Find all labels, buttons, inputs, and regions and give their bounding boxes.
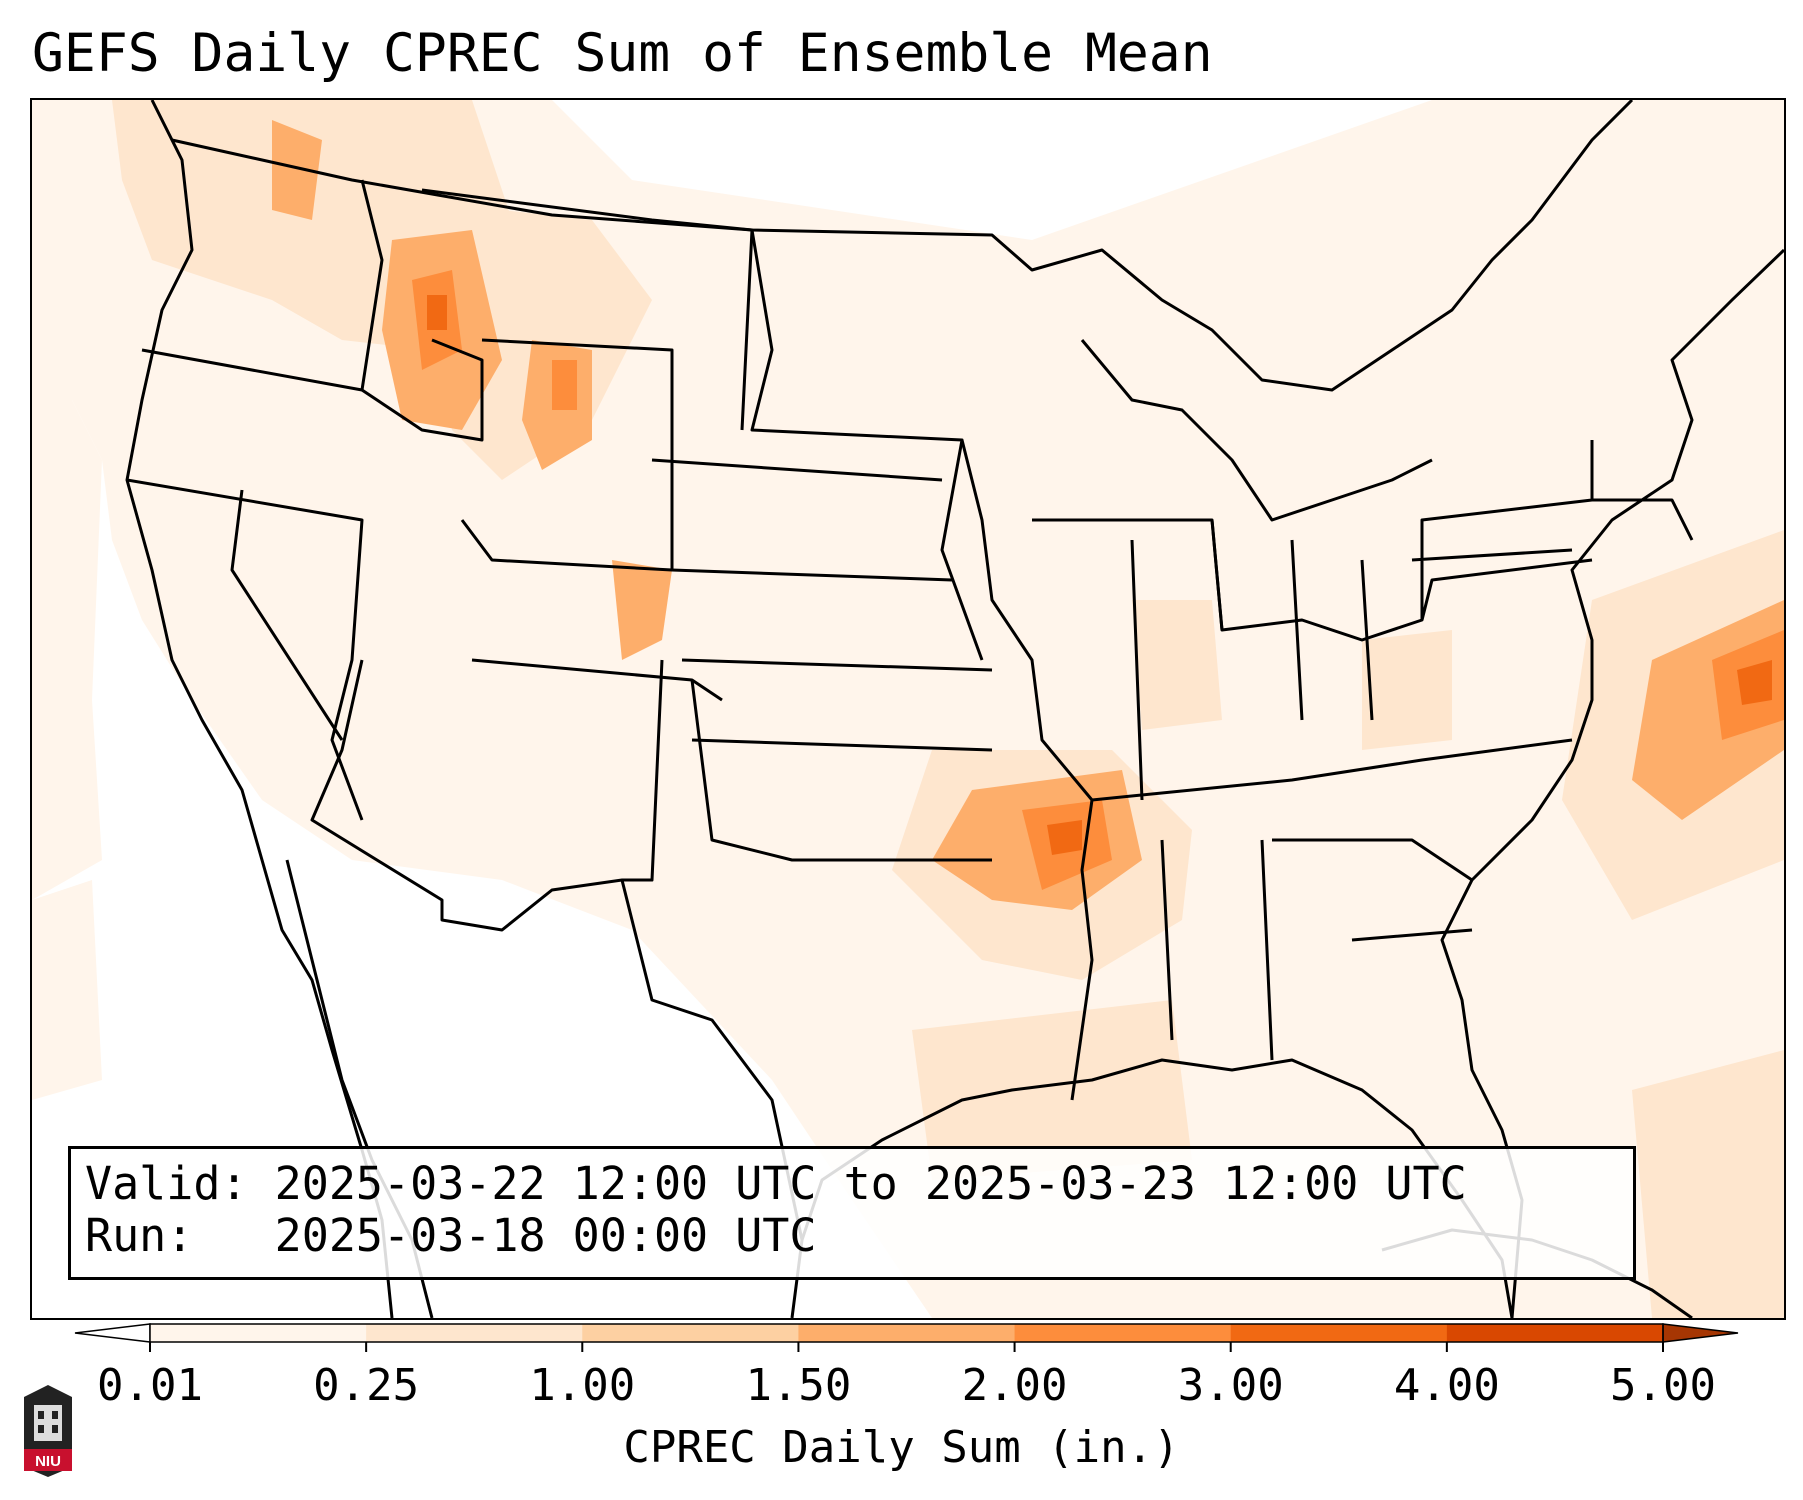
colorbar-segment bbox=[366, 1324, 583, 1342]
state-line-northeast bbox=[1411, 440, 1694, 620]
colorbar-tick-label: 2.00 bbox=[961, 1360, 1068, 1411]
valid-time-text: Valid: 2025-03-22 12:00 UTC to 2025-03-2… bbox=[85, 1157, 1467, 1210]
state-line-oh-in-il bbox=[1130, 519, 1374, 801]
colorbar-tick-label: 0.25 bbox=[313, 1360, 420, 1411]
map-panel: Valid: 2025-03-22 12:00 UTC to 2025-03-2… bbox=[30, 98, 1786, 1320]
colorbar-segment bbox=[798, 1324, 1016, 1342]
state-line-plains-row bbox=[651, 458, 993, 752]
colorbar-graphic bbox=[74, 1323, 1739, 1352]
colorbar-tick-label: 0.01 bbox=[97, 1360, 203, 1411]
niu-logo-icon: NIU bbox=[20, 1383, 76, 1479]
canada-border bbox=[171, 100, 1634, 392]
validity-info-box: Valid: 2025-03-22 12:00 UTC to 2025-03-2… bbox=[68, 1146, 1636, 1280]
chart-title: GEFS Daily CPREC Sum of Ensemble Mean bbox=[32, 23, 1213, 84]
colorbar-tick-label: 1.50 bbox=[745, 1360, 852, 1411]
atlantic-coastline bbox=[1440, 248, 1784, 1318]
colorbar-over-arrow bbox=[1662, 1323, 1739, 1343]
colorbar-outline bbox=[149, 1323, 1664, 1343]
colorbar-label: CPREC Daily Sum (in.) bbox=[623, 1422, 1180, 1473]
state-line-mississippi-river bbox=[960, 439, 1094, 1101]
precip-field-max bbox=[427, 295, 1772, 855]
state-line-or-wa-id bbox=[141, 179, 384, 392]
colorbar-tick-label: 1.00 bbox=[529, 1360, 636, 1411]
colorbar-tick-label: 5.00 bbox=[1610, 1360, 1716, 1411]
state-line-ca-nv bbox=[230, 489, 344, 741]
state-line-id-mt-wy bbox=[361, 338, 484, 442]
logo-text: NIU bbox=[35, 1453, 61, 1470]
colorbar-under-arrow bbox=[74, 1323, 151, 1343]
colorbar: 0.01 0.25 1.00 1.50 2.00 3.00 4.00 5.00 CPREC D… bbox=[0, 1316, 1803, 1500]
colorbar-segment bbox=[582, 1324, 799, 1342]
state-line-ky-tn-nc bbox=[1091, 738, 1573, 802]
colorbar-segment bbox=[1446, 1324, 1664, 1342]
colorbar-segment bbox=[1230, 1324, 1448, 1342]
state-line-mt-wy bbox=[421, 188, 754, 431]
state-line-southeast bbox=[1160, 838, 1473, 1061]
state-line-ok-tx bbox=[690, 679, 992, 862]
colorbar-segment bbox=[1014, 1324, 1232, 1342]
precipitation-map bbox=[32, 100, 1784, 1318]
colorbar-tick-label: 4.00 bbox=[1393, 1360, 1500, 1411]
state-line-az-nm bbox=[310, 659, 664, 932]
great-lakes bbox=[1080, 339, 1433, 522]
state-line-nd-sd-ne-ks bbox=[750, 229, 984, 661]
colorbar-segment bbox=[150, 1324, 367, 1342]
run-time-text: Run: 2025-03-18 00:00 UTC bbox=[85, 1209, 817, 1262]
state-line-or-ca-nv bbox=[126, 478, 364, 821]
colorbar-tick-label: 3.00 bbox=[1177, 1360, 1284, 1411]
